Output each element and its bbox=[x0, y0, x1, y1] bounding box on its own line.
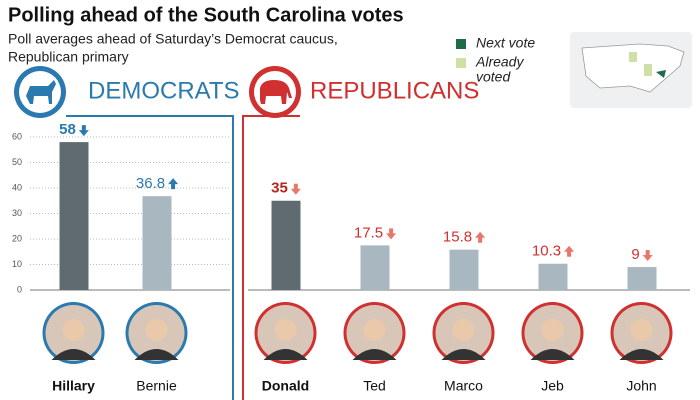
bar bbox=[449, 249, 479, 290]
trend-arrow bbox=[564, 245, 575, 257]
candidate-face bbox=[363, 319, 386, 341]
candidate-face bbox=[452, 319, 475, 341]
candidate-silhouette bbox=[441, 349, 486, 360]
y-tick-label: 60 bbox=[12, 131, 22, 141]
candidate-silhouette bbox=[51, 349, 96, 360]
trend-arrow bbox=[78, 125, 89, 137]
y-tick-label: 40 bbox=[12, 182, 22, 192]
candidate-silhouette bbox=[530, 349, 575, 360]
candidate-name: Hillary bbox=[52, 378, 95, 394]
value-label: 58 bbox=[59, 121, 76, 138]
candidate-silhouette bbox=[134, 349, 179, 360]
candidate-face bbox=[541, 319, 564, 341]
value-label: 17.5 bbox=[354, 224, 383, 241]
candidate-face bbox=[274, 319, 297, 341]
candidate-name: Marco bbox=[444, 378, 483, 394]
bar bbox=[271, 200, 301, 290]
bar bbox=[360, 245, 390, 290]
y-tick-label: 20 bbox=[12, 233, 22, 243]
y-tick-label: 50 bbox=[12, 157, 22, 167]
candidate-name: John bbox=[626, 378, 656, 394]
title: Polling ahead of the South Carolina vote… bbox=[8, 4, 404, 26]
candidate-name: Ted bbox=[363, 378, 386, 394]
map-icon bbox=[570, 32, 692, 108]
candidate-name: Bernie bbox=[136, 378, 177, 394]
value-label: 10.3 bbox=[532, 243, 561, 260]
candidate-face bbox=[630, 319, 653, 341]
value-label: 36.8 bbox=[136, 175, 165, 192]
candidate-silhouette bbox=[619, 349, 664, 360]
legend-label: Already bbox=[475, 54, 524, 70]
legend-swatch bbox=[456, 39, 466, 49]
legend-label: voted bbox=[476, 69, 511, 85]
y-tick-label: 10 bbox=[12, 259, 22, 269]
y-tick-label: 0 bbox=[17, 284, 22, 294]
value-label: 9 bbox=[631, 246, 639, 263]
candidate-name: Jeb bbox=[541, 378, 564, 394]
bar bbox=[627, 267, 657, 290]
candidate-name: Donald bbox=[262, 378, 309, 394]
bar bbox=[142, 196, 172, 290]
legend-swatch bbox=[456, 58, 466, 68]
dem-logo bbox=[14, 66, 66, 118]
candidate-silhouette bbox=[263, 349, 308, 360]
subtitle: Republican primary bbox=[8, 49, 129, 65]
legend-label: Next vote bbox=[476, 35, 535, 51]
candidate-silhouette bbox=[352, 349, 397, 360]
trend-arrow bbox=[168, 178, 179, 190]
section-title: REPUBLICANS bbox=[310, 77, 479, 104]
bar bbox=[59, 142, 89, 290]
section-frame bbox=[66, 115, 234, 400]
trend-arrow bbox=[386, 228, 397, 240]
section-frame bbox=[242, 115, 300, 400]
value-label: 35 bbox=[271, 180, 288, 197]
bar bbox=[538, 263, 568, 290]
value-label: 15.8 bbox=[443, 229, 472, 246]
subtitle: Poll averages ahead of Saturday’s Democr… bbox=[8, 31, 338, 47]
y-tick-label: 30 bbox=[12, 208, 22, 218]
trend-arrow bbox=[475, 231, 486, 243]
section-title: DEMOCRATS bbox=[88, 77, 240, 104]
candidate-face bbox=[145, 319, 168, 341]
candidate-face bbox=[62, 319, 85, 341]
trend-arrow bbox=[290, 183, 301, 195]
rep-logo bbox=[249, 66, 301, 118]
trend-arrow bbox=[642, 250, 653, 262]
